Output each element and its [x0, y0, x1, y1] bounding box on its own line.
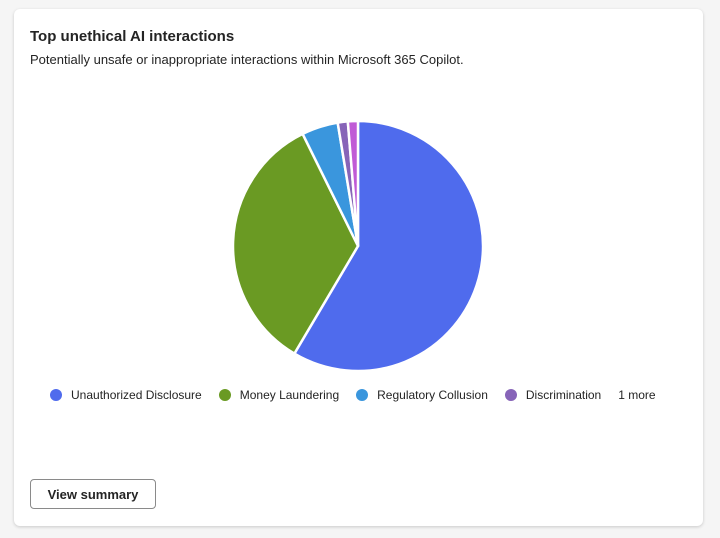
pie-slice-unauthorized-disclosure[interactable] — [293, 119, 485, 373]
legend-item[interactable]: Unauthorized Disclosure — [50, 388, 202, 402]
legend-label: Regulatory Collusion — [377, 388, 488, 402]
legend-dot-icon — [504, 389, 517, 401]
legend-item[interactable]: Money Laundering — [218, 388, 340, 402]
legend-label: Money Laundering — [239, 388, 340, 402]
view-summary-button[interactable]: View summary — [30, 479, 156, 509]
pie-slice-other[interactable] — [346, 119, 360, 248]
legend-dot-icon — [50, 389, 62, 401]
pie-chart — [231, 119, 485, 373]
legend-dot-icon — [356, 389, 369, 401]
legend-item[interactable]: Discrimination — [504, 388, 602, 402]
unethical-ai-card: Top unethical AI interactions Potentiall… — [14, 9, 703, 526]
chart-legend: Unauthorized Disclosure Money Laundering R… — [50, 388, 656, 402]
legend-item[interactable]: Regulatory Collusion — [356, 388, 488, 402]
pie-slice-money-laundering[interactable] — [231, 132, 360, 355]
legend-label: Unauthorized Disclosure — [71, 388, 202, 402]
card-title: Top unethical AI interactions — [30, 28, 235, 45]
legend-more-button[interactable]: 1 more — [618, 388, 656, 402]
legend-dot-icon — [218, 389, 231, 401]
card-subtitle: Potentially unsafe or inappropriate inte… — [30, 52, 464, 67]
legend-label: Discrimination — [525, 388, 602, 402]
